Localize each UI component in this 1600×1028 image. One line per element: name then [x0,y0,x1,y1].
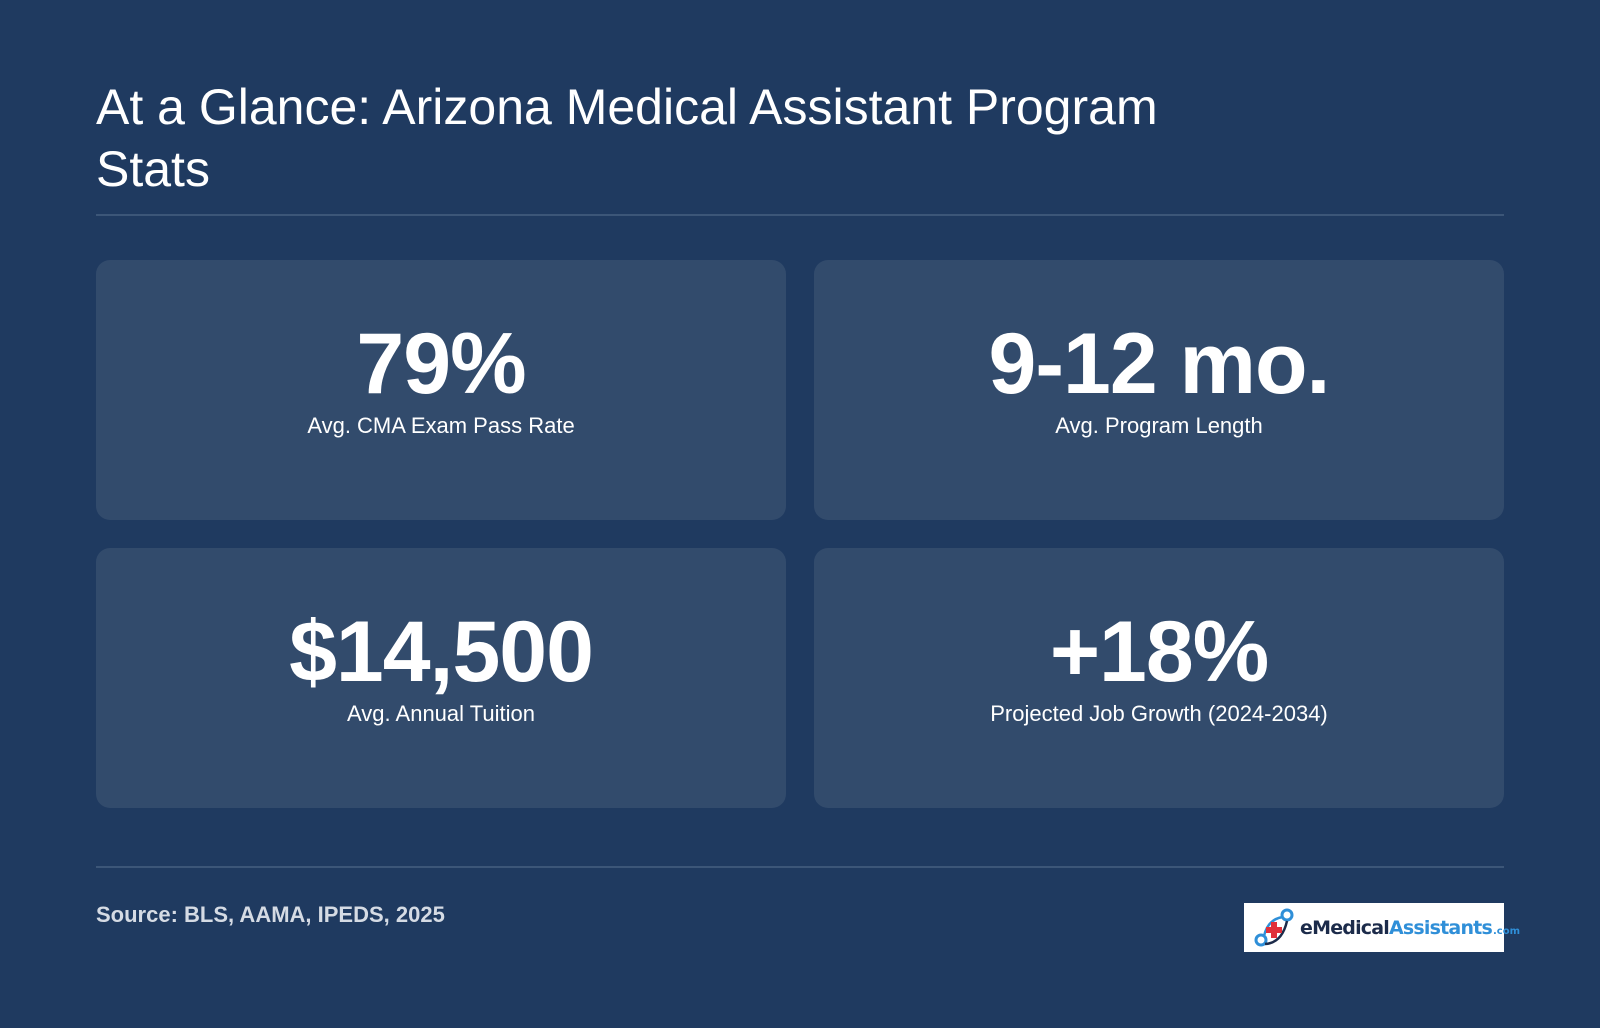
stat-card-tuition: $14,500 Avg. Annual Tuition [96,548,786,808]
stat-label: Avg. Program Length [1055,413,1263,438]
stat-card-pass-rate: 79% Avg. CMA Exam Pass Rate [96,260,786,520]
medical-cross-network-icon [1254,908,1294,946]
stat-value: 9-12 mo. [988,316,1331,412]
stat-value: +18% [1049,604,1269,700]
stat-value: $14,500 [289,604,594,700]
logo-wordmark: eMedicalAssistants.com [1300,916,1520,939]
stat-label: Projected Job Growth (2024-2034) [990,701,1328,726]
source-note: Source: BLS, AAMA, IPEDS, 2025 [96,902,445,927]
stat-value: 79% [356,316,526,412]
stat-card-program-length: 9-12 mo. Avg. Program Length [814,260,1504,520]
page-title: At a Glance: Arizona Medical Assistant P… [96,79,1158,197]
emedicalassistants-logo[interactable]: eMedicalAssistants.com [1244,903,1520,952]
title-divider [96,214,1504,216]
footer-divider [96,866,1504,868]
stat-label: Avg. Annual Tuition [347,701,535,726]
stat-label: Avg. CMA Exam Pass Rate [307,413,575,438]
stat-card-job-growth: +18% Projected Job Growth (2024-2034) [814,548,1504,808]
